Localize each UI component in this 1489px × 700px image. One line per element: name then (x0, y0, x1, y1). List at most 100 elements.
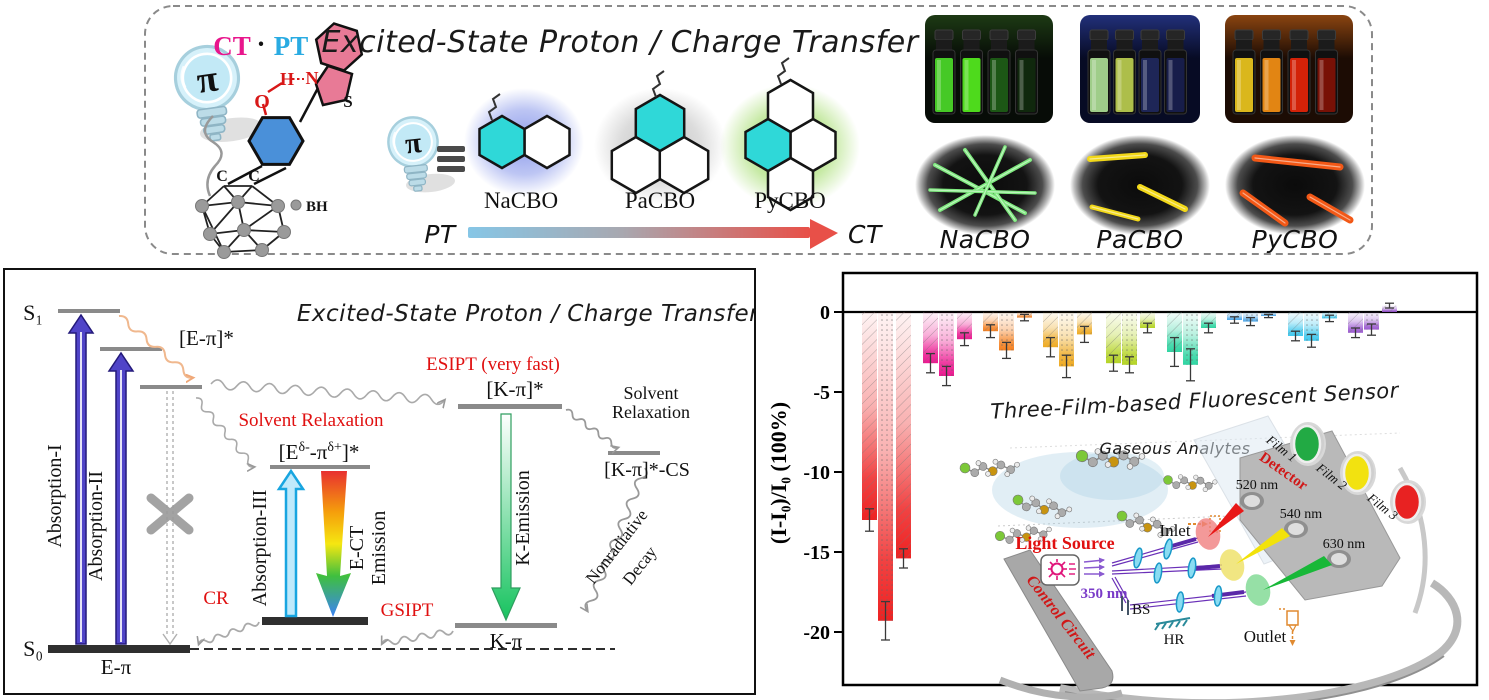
e-pi-star-label: [E-π]* (179, 326, 234, 350)
ct-state-sup1: δ- (298, 440, 310, 455)
film-2-disk (1342, 453, 1372, 493)
solvent-label-line1: Solvent (623, 383, 678, 403)
ct-arrow-label: CT (848, 220, 883, 249)
structure-label-pacbo: PaCBO (625, 188, 695, 213)
ytick-2: -10 (803, 462, 830, 484)
beam-splitter-icon (1121, 596, 1129, 615)
cuvette-photo-2 (1225, 15, 1353, 123)
cuvette-photo-1 (1080, 15, 1200, 123)
wavelength-label: 350 nm (1080, 586, 1128, 602)
cr-label: CR (203, 588, 229, 609)
energy-diagram: Excited-State Proton / Charge Transfer (23, 300, 756, 679)
e-pi-label: E-π (101, 655, 132, 679)
outlet-valve-icon (1279, 608, 1299, 646)
outlet-label: Outlet (1244, 627, 1287, 646)
excited-film-green (1245, 574, 1271, 606)
pi-lightbulb-small (384, 112, 458, 198)
oxygen-atom: O (254, 91, 270, 113)
crystal-photo-0 (915, 135, 1055, 235)
y-axis-title: (I-I₀)/I₀ (100%) (766, 402, 791, 544)
absorption-arrows (67, 313, 306, 645)
substituent-bonds (487, 57, 790, 121)
k-emission-label: K-Emission (512, 470, 534, 566)
ct-state-sup2: δ+ (327, 440, 342, 455)
carbon-atom-2: C (248, 168, 260, 185)
bs-label: BS (1132, 602, 1150, 618)
esipt-label: ESIPT (very fast) (426, 354, 560, 375)
detector-panel (1239, 430, 1401, 601)
film-1-disk (1292, 424, 1322, 464)
bh-legend-dot (290, 199, 302, 211)
excited-film-red (1195, 518, 1221, 550)
sensor-chart-panel: 0 -5 -10 -15 -20 (I-I₀)/I₀ (100%) Three-… (766, 271, 1479, 700)
blocked-decay-arrow (146, 391, 194, 646)
top-panel-title: Excited-State Proton / Charge Transfer (321, 25, 919, 60)
bh-legend-text: BH (306, 199, 328, 215)
uv-beam-arrows (1083, 557, 1105, 577)
x-mark-icon (146, 493, 194, 535)
uv-cuvette-photos (925, 15, 1353, 123)
green-emission-arrow (1263, 556, 1332, 590)
absorption3-label: Absorption-III (249, 490, 271, 607)
photo-label-pycbo: PyCBO (1252, 225, 1339, 254)
photo-label-pacbo: PaCBO (1096, 225, 1183, 254)
excited-film-yellow (1219, 549, 1245, 581)
chart-frame (841, 271, 1479, 687)
control-circuit-slab (1003, 549, 1114, 692)
detector-ports (1240, 492, 1351, 568)
ct-state-base3: ]* (342, 440, 360, 464)
ct-ground-level (262, 617, 368, 625)
port-520-label: 520 nm (1236, 478, 1279, 493)
gas-cloud (992, 452, 1168, 528)
ytick-1: -5 (813, 382, 830, 404)
y-axis-ticks (834, 311, 843, 633)
top-scheme-panel: π CT · PT (144, 5, 1373, 259)
ct-state-label: [Eδ--πδ+]* (279, 440, 360, 464)
crystal-photo-1 (1070, 135, 1210, 235)
dot-text: · (256, 29, 265, 59)
sensor-inset: Three-Film-based Fluorescent Sensor Gase… (959, 378, 1462, 700)
ct-pt-label: CT · PT (213, 29, 308, 61)
ct-state-base2: -π (310, 440, 328, 464)
structure-label-pycbo: PyCBO (754, 188, 826, 213)
hr-label: HR (1164, 632, 1185, 648)
cuvette-photo-0 (925, 15, 1053, 123)
lamp-icon (1040, 554, 1080, 586)
k-cs-label: [K-π]*-CS (604, 459, 690, 481)
photo-label-nacbo: NaCBO (940, 225, 1031, 254)
gsipt-label: GSIPT (381, 600, 434, 621)
solvent-label-line2: Relaxation (612, 402, 690, 422)
ytick-0: 0 (820, 302, 830, 324)
nitrogen-atom: N (306, 68, 319, 88)
red-emission-arrow (1208, 503, 1244, 537)
analyte-molecules (959, 447, 1218, 544)
absorption2-label: Absorption-II (85, 471, 107, 581)
mirror-icon (1154, 617, 1191, 631)
sulfur-atom: S (343, 92, 352, 111)
crystal-photo-2 (1225, 135, 1365, 235)
ect-label-line1: E-CT (346, 526, 368, 570)
top-panel-border (144, 5, 1373, 255)
pt-ct-gradient-arrow: PT CT (424, 219, 883, 249)
bulb-wire (203, 115, 223, 197)
wavy-transfer-arrows (118, 314, 648, 647)
s0-ground-level (48, 645, 190, 653)
s1-label: S₁ (23, 300, 43, 325)
k-emission-arrow (491, 413, 521, 622)
optical-train (1111, 503, 1332, 613)
k-star-label: [K-π]* (486, 377, 543, 401)
diagram-title: Excited-State Proton / Charge Transfer (297, 301, 756, 327)
solvent-relaxation-label: Solvent Relaxation (238, 410, 384, 431)
port-630-label: 630 nm (1323, 537, 1366, 552)
ytick-3: -15 (803, 542, 830, 564)
ect-emission-arrow (316, 471, 351, 617)
absorption1-label: Absorption-I (44, 444, 66, 547)
ct-text: CT (213, 31, 251, 61)
energy-diagram-panel (3, 268, 756, 695)
yellow-emission-arrow (1236, 528, 1290, 564)
equivalence-icon (437, 146, 465, 172)
pt-text: PT (274, 31, 309, 61)
ytick-4: -20 (803, 622, 830, 644)
ect-label-line2: Emission (368, 511, 390, 585)
